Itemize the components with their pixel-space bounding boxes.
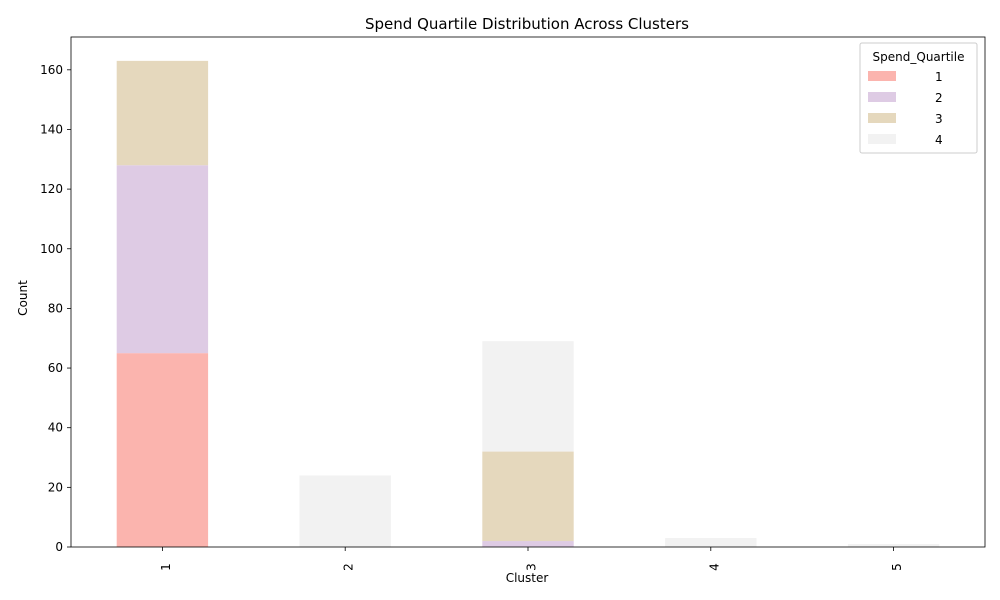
x-tick-label: 3 (525, 563, 539, 571)
y-axis-title: Count (16, 280, 30, 316)
y-tick-label: 100 (40, 242, 63, 256)
x-tick-label: 4 (707, 563, 721, 571)
y-tick-label: 80 (48, 301, 63, 315)
legend-label-1: 1 (935, 70, 943, 84)
legend-label-3: 3 (935, 112, 943, 126)
legend-label-2: 2 (935, 91, 943, 105)
legend-box (859, 42, 978, 154)
plot-area (116, 60, 940, 547)
y-tick-label: 160 (40, 63, 63, 77)
y-tick-label: 20 (48, 480, 63, 494)
bar-cluster-5-quartile-4 (847, 544, 940, 547)
x-tick-label: 1 (159, 563, 173, 571)
bar-cluster-3-quartile-2 (482, 541, 574, 547)
x-axis: 1 2 3 4 5 (159, 547, 904, 571)
bar-cluster-4-quartile-4 (665, 538, 757, 547)
bar-cluster-1-quartile-3 (116, 60, 209, 166)
legend-swatch-2 (868, 92, 896, 102)
legend-swatch-3 (868, 113, 896, 123)
y-tick-label: 0 (55, 540, 63, 554)
legend: Spend_Quartile 1 2 3 4 (859, 42, 978, 154)
y-axis: 0 20 40 60 80 100 120 140 160 (40, 63, 71, 554)
bar-cluster-3-quartile-3 (482, 451, 574, 542)
y-tick-label: 40 (48, 421, 63, 435)
y-tick-label: 120 (40, 182, 63, 196)
x-tick-label: 2 (342, 563, 356, 571)
legend-swatch-1 (868, 71, 896, 81)
y-tick-label: 140 (40, 122, 63, 136)
legend-label-4: 4 (935, 133, 943, 147)
chart-title: Spend Quartile Distribution Across Clust… (365, 15, 689, 33)
bar-cluster-1-quartile-2 (116, 165, 209, 354)
legend-title: Spend_Quartile (873, 50, 965, 64)
y-tick-label: 60 (48, 361, 63, 375)
x-axis-title: Cluster (506, 571, 549, 585)
bar-cluster-1-quartile-1 (116, 353, 209, 547)
bar-cluster-3-quartile-4 (482, 341, 574, 452)
legend-swatch-4 (868, 134, 896, 144)
x-tick-label: 5 (890, 563, 904, 571)
bar-cluster-2-quartile-4 (299, 475, 391, 547)
